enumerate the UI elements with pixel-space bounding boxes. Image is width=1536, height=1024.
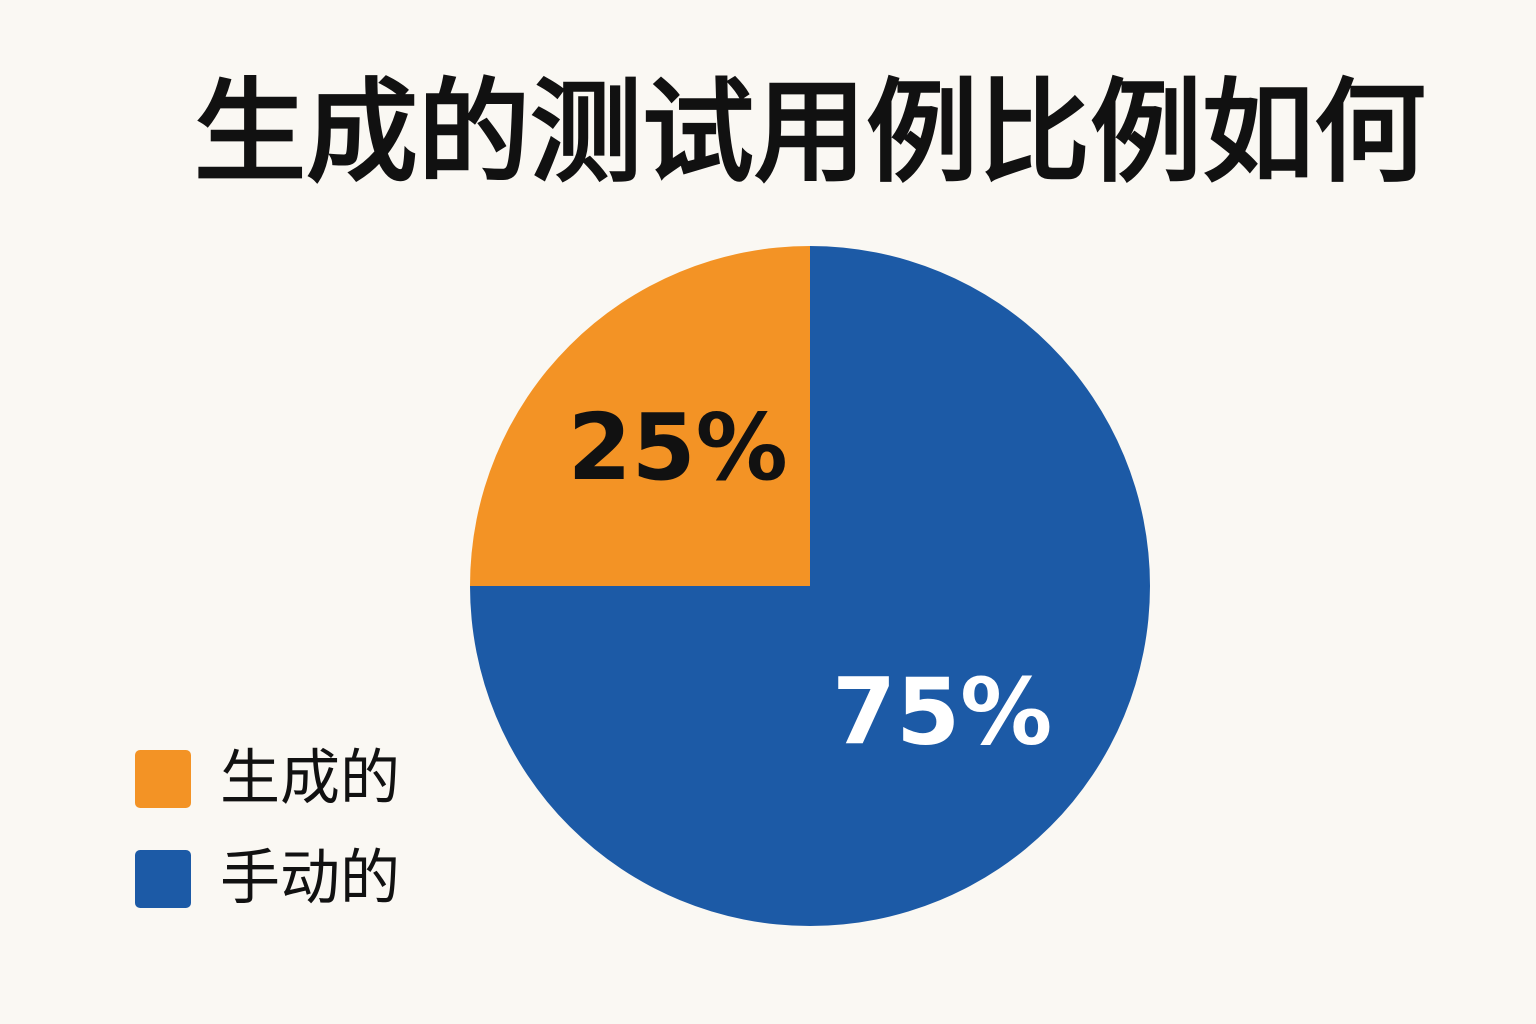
- value-label: 75%: [832, 659, 1052, 766]
- chart-title: 生成的测试用例比例如何: [194, 68, 1426, 198]
- pie-slice: [470, 246, 810, 586]
- pie-slice: [470, 246, 1150, 926]
- legend-swatch: [135, 850, 191, 908]
- legend-label: 手动的: [220, 844, 400, 914]
- value-label: 25%: [568, 394, 788, 501]
- legend-label: 生成的: [220, 744, 400, 814]
- legend-swatch: [135, 750, 191, 808]
